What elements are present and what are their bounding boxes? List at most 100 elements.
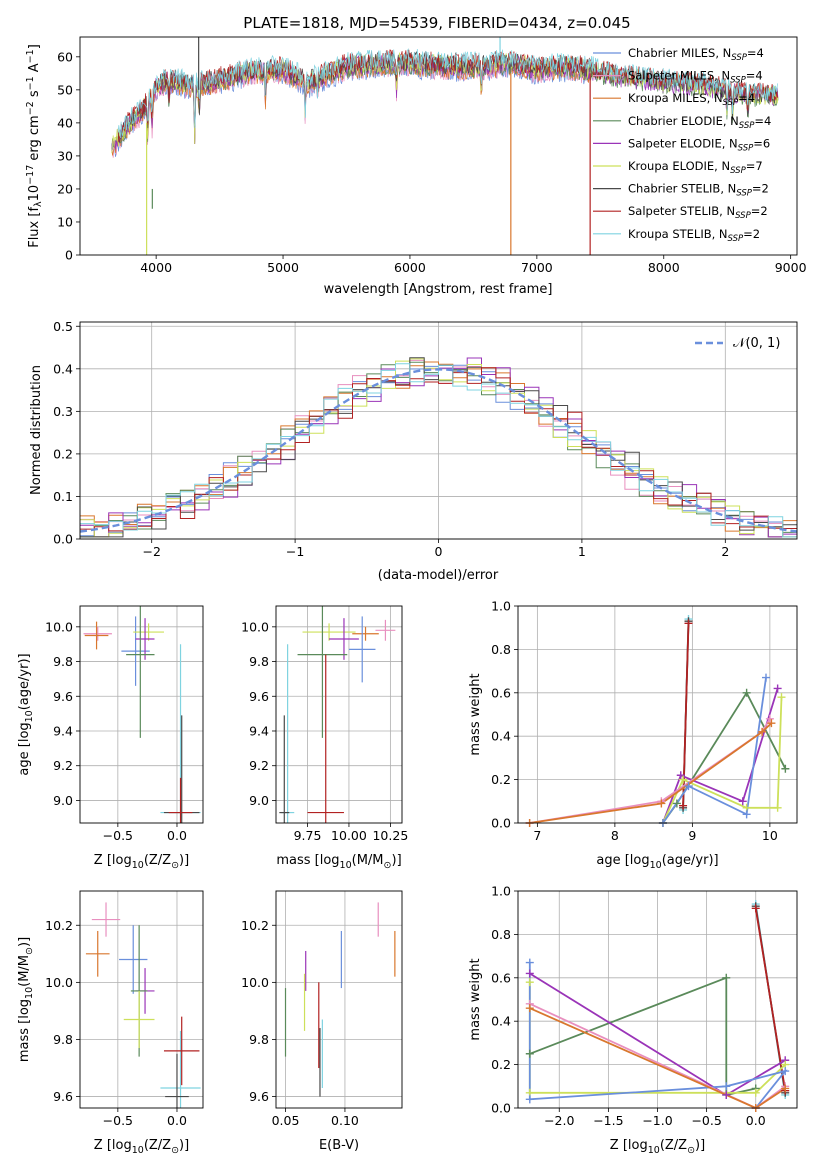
x-tick-label: 9.75 (294, 828, 322, 843)
x-tick-label: 0.0 (167, 1113, 187, 1128)
x-axis-label: mass [log10(M/M⊙)] (276, 853, 401, 871)
x-axis-label: wavelength [Angstrom, rest frame] (324, 282, 553, 297)
y-tick-label: 10.2 (241, 918, 269, 933)
x-tick-label: 10.00 (331, 828, 367, 843)
axes-frame (517, 890, 798, 1109)
weight-series (754, 908, 787, 1091)
x-tick-label: −1.0 (642, 1113, 672, 1128)
weight-marker (722, 1090, 731, 1099)
weight-marker (765, 714, 774, 723)
residuals-panel: −2 −1 0 1 2 0.0 0.1 0.2 0.3 0.4 0.5 𝒩(0, 1) (data-mo… (29, 319, 798, 583)
legend-label: Salpeter MILES, NSSP=4 (628, 69, 763, 86)
plot-area (279, 606, 396, 823)
weight-marker (722, 973, 731, 982)
y-tick-label: 9.0 (53, 793, 73, 808)
y-tick-label: 9.0 (249, 793, 269, 808)
x-tick-label: 10.25 (372, 828, 408, 843)
legend-label: Salpeter ELODIE, NSSP=6 (628, 136, 770, 153)
weight-marker (525, 1049, 534, 1058)
legend-label: 𝒩(0, 1) (733, 336, 780, 351)
plot-area (284, 902, 396, 1097)
x-axis-label: (data-model)/error (378, 568, 499, 583)
x-tick-label: 0.0 (746, 1113, 766, 1128)
weight-marker (672, 799, 681, 808)
weight-marker (525, 958, 534, 967)
y-tick-label: 0.5 (53, 319, 73, 334)
axes-frame (517, 605, 798, 824)
x-tick-label: −0.5 (691, 1113, 721, 1128)
weight-marker (742, 810, 751, 819)
y-tick-label: 0.8 (491, 927, 511, 942)
y-tick-label: 0.0 (491, 1101, 511, 1116)
x-tick-label: −2 (142, 544, 160, 559)
weight-marker (767, 719, 776, 728)
x-tick-label: 0.10 (331, 1113, 359, 1128)
y-tick-label: 50 (57, 82, 73, 97)
y-tick-label: 0.3 (53, 404, 73, 419)
legend-label: Chabrier STELIB, NSSP=2 (628, 182, 769, 199)
x-tick-label: 8 (611, 828, 619, 843)
y-tick-label: 9.6 (249, 1089, 269, 1104)
y-tick-label: 9.4 (249, 723, 269, 738)
axes-frame (79, 890, 204, 1109)
weight-marker (773, 684, 782, 693)
x-tick-label: 9 (688, 828, 696, 843)
y-tick-label: 10.0 (241, 619, 269, 634)
x-tick-label: 2 (721, 544, 729, 559)
axes-frame (79, 36, 798, 256)
y-tick-label: 20 (57, 181, 73, 196)
y-tick-label: 10.2 (45, 918, 73, 933)
x-tick-label: −2.0 (544, 1113, 574, 1128)
y-tick-label: 0.8 (491, 642, 511, 657)
x-axis-label: E(B-V) (319, 1138, 359, 1153)
weight-marker (525, 969, 534, 978)
weight-marker (773, 803, 782, 812)
spectrum-panel: 4000 5000 6000 7000 8000 9000 0 10 20 30 40 50 60 Cha… (25, 36, 807, 297)
histogram-series (80, 367, 797, 532)
weight-series (529, 976, 756, 1097)
y-tick-label: 60 (57, 49, 73, 64)
axes-frame (275, 605, 403, 824)
y-tick-label: 9.8 (249, 654, 269, 669)
weight-marker (781, 764, 790, 773)
y-tick-label: 0.4 (53, 361, 73, 376)
x-tick-label: −1.5 (593, 1113, 623, 1128)
x-tick-label: 5000 (267, 260, 299, 275)
y-axis-label: mass weight (468, 958, 483, 1040)
axes-frame (79, 321, 798, 540)
mass-vs-ebv-panel: 0.05 0.10 9.6 9.8 10.0 10.2 E(B-V) (241, 890, 403, 1153)
weight-marker (679, 801, 688, 810)
weight-marker (781, 1084, 790, 1093)
weight-marker (738, 797, 747, 806)
y-tick-label: 30 (57, 148, 73, 163)
x-tick-label: −0.5 (103, 828, 133, 843)
y-tick-label: 0.2 (53, 446, 73, 461)
x-tick-label: 4000 (140, 260, 172, 275)
plot-area (111, 37, 779, 255)
y-tick-label: 9.6 (53, 1089, 73, 1104)
weight-vs-metallicity-panel: −2.0 −1.5 −1.0 −0.5 0.0 0.0 0.2 0.4 0.6 0.8 1.0 Z [… (468, 884, 798, 1156)
legend-label: Salpeter STELIB, NSSP=2 (628, 204, 768, 221)
axes-frame (79, 605, 204, 824)
x-tick-label: 8000 (648, 260, 680, 275)
y-tick-label: 40 (57, 115, 73, 130)
weight-marker (684, 782, 693, 791)
plot-area (83, 606, 201, 823)
y-tick-label: 0.2 (491, 772, 511, 787)
legend-label: Kroupa STELIB, NSSP=2 (628, 227, 760, 244)
x-tick-label: 9000 (775, 260, 807, 275)
y-tick-label: 9.6 (53, 689, 73, 704)
y-tick-label: 9.2 (249, 758, 269, 773)
weight-marker (679, 775, 688, 784)
y-tick-label: 0.6 (491, 970, 511, 985)
legend-label: Kroupa ELODIE, NSSP=7 (628, 159, 763, 176)
x-axis-label: Z [log10(Z/Z⊙)] (94, 853, 189, 871)
y-tick-label: 0.2 (491, 1057, 511, 1072)
weight-marker (657, 799, 666, 808)
x-tick-label: 6000 (394, 260, 426, 275)
y-tick-label: 9.2 (53, 758, 73, 773)
weight-marker (525, 1095, 534, 1104)
x-tick-label: 0.05 (272, 1113, 300, 1128)
y-tick-label: 1.0 (491, 599, 511, 614)
